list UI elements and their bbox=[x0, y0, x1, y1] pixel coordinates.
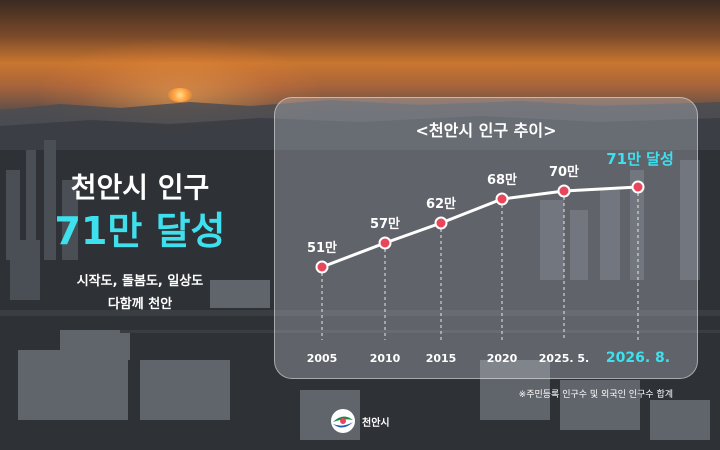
x-tick-label-4: 2025. 5. bbox=[539, 352, 589, 365]
city-logo: 천안시 bbox=[330, 406, 420, 440]
mountain-silhouette bbox=[0, 100, 720, 156]
x-tick-label-2: 2015 bbox=[426, 352, 457, 365]
data-point-1 bbox=[378, 236, 392, 250]
chart-title: <천안시 인구 추이> bbox=[415, 121, 557, 140]
data-point-5 bbox=[631, 180, 645, 194]
setting-sun bbox=[168, 88, 192, 102]
x-tick-label-0: 2005 bbox=[307, 352, 338, 365]
headline-line1: 천안시 인구 bbox=[70, 171, 210, 204]
data-point-4 bbox=[557, 184, 571, 198]
tagline-line2: 다함께 천안 bbox=[107, 297, 173, 312]
x-tick-label-3: 2020 bbox=[487, 352, 518, 365]
x-tick-label-5: 2026. 8. bbox=[606, 350, 670, 366]
series-line bbox=[320, 185, 640, 269]
data-point-2 bbox=[434, 216, 448, 230]
city-skyline bbox=[0, 140, 720, 450]
data-point-0 bbox=[315, 260, 329, 274]
city-logo-name: 천안시 bbox=[362, 418, 390, 429]
tagline-line1: 시작도, 돌봄도, 일상도 bbox=[76, 274, 204, 289]
footnote: ※주민등록 인구수 및 외국인 인구수 합계 bbox=[518, 390, 673, 400]
data-label-1: 57만 bbox=[370, 216, 400, 232]
x-tick-label-1: 2010 bbox=[370, 352, 401, 365]
data-label-3: 68만 bbox=[487, 172, 517, 188]
data-label-4: 70만 bbox=[549, 164, 579, 180]
data-point-3 bbox=[495, 192, 509, 206]
headline-line2: 71만 달성 bbox=[54, 209, 226, 253]
city-emblem-icon bbox=[331, 409, 355, 433]
data-label-0: 51만 bbox=[307, 240, 337, 256]
data-label-2: 62만 bbox=[426, 196, 456, 212]
data-label-5: 71만 달성 bbox=[606, 150, 674, 168]
chart-panel bbox=[274, 97, 698, 379]
